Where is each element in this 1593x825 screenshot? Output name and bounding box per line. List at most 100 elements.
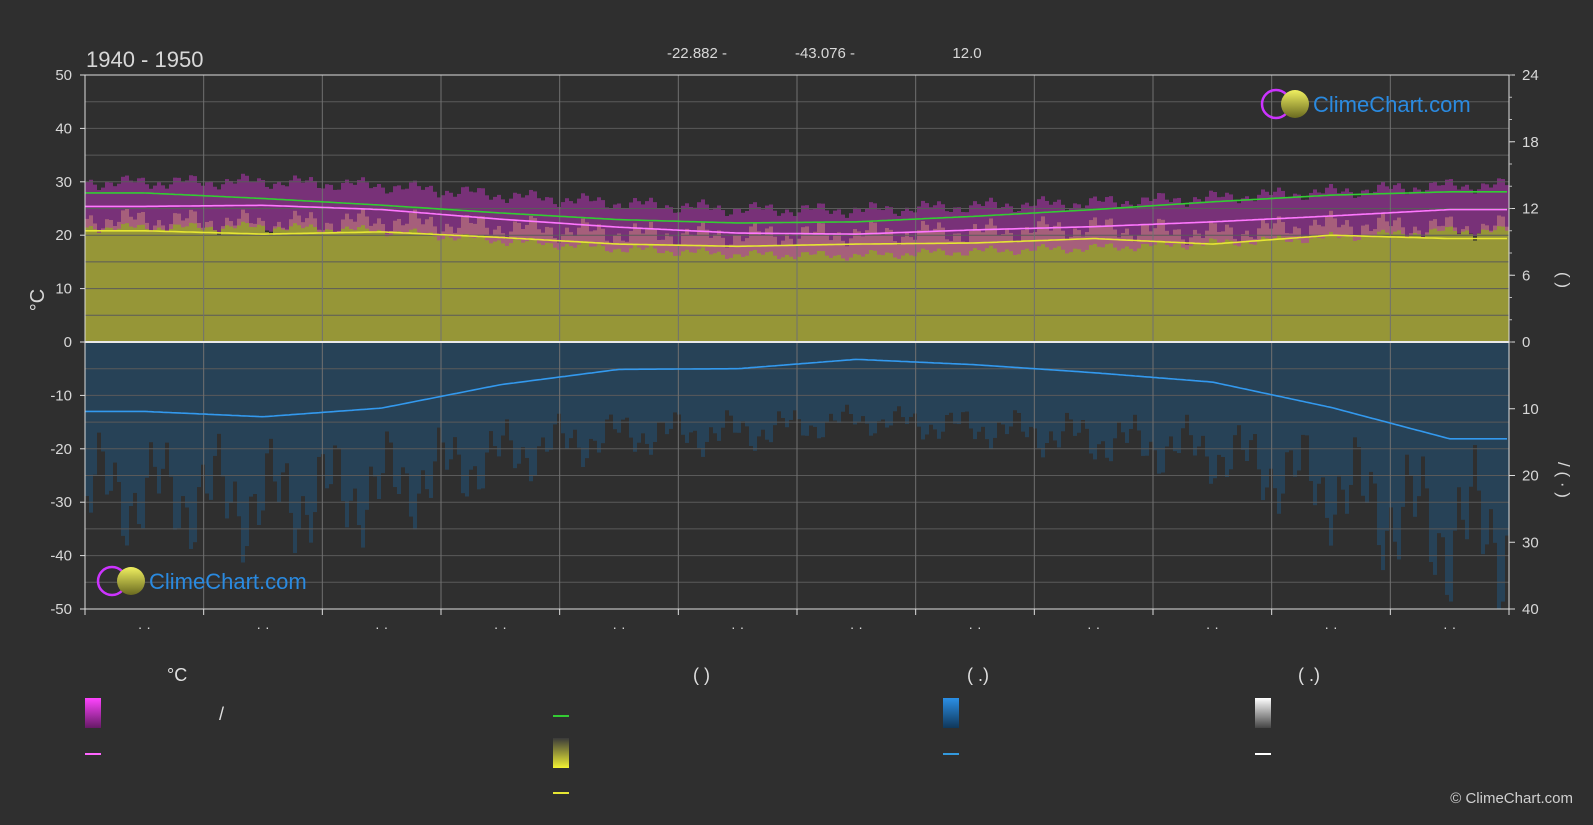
- precipitation-band: [1217, 342, 1221, 455]
- temperature-band: [609, 209, 613, 253]
- sunshine-band: [1209, 220, 1213, 342]
- precipitation-band: [1237, 342, 1241, 426]
- temperature-band: [913, 212, 917, 257]
- precipitation-band: [445, 342, 449, 470]
- temperature-band: [657, 208, 661, 254]
- temperature-band: [505, 202, 509, 246]
- sunshine-band: [1381, 213, 1385, 342]
- precipitation-band: [1221, 342, 1225, 457]
- sunshine-band: [85, 218, 89, 342]
- precipitation-band: [601, 342, 605, 444]
- precipitation-band: [389, 342, 393, 443]
- sunshine-band: [717, 230, 721, 342]
- temperature-band: [1037, 199, 1041, 247]
- sunshine-band: [1001, 234, 1005, 342]
- temperature-band: [353, 184, 357, 231]
- temperature-band: [1225, 192, 1229, 240]
- sunshine-band: [429, 216, 433, 342]
- precipitation-band: [1293, 342, 1297, 477]
- sunshine-band: [589, 231, 593, 342]
- sunshine-band: [829, 240, 833, 342]
- precipitation-band: [769, 342, 773, 443]
- sunshine-band: [1273, 223, 1277, 342]
- temperature-band: [1353, 197, 1357, 241]
- temperature-band: [501, 199, 505, 244]
- sunshine-band: [425, 219, 429, 342]
- temperature-band: [857, 209, 861, 255]
- temperature-band: [1413, 187, 1417, 233]
- temperature-band: [1133, 208, 1137, 252]
- sunshine-band: [705, 229, 709, 342]
- precipitation-band: [345, 342, 349, 528]
- sunshine-band: [1377, 217, 1381, 342]
- temperature-band: [193, 176, 197, 224]
- sunshine-band: [1457, 234, 1461, 342]
- temperature-band: [1425, 190, 1429, 235]
- temperature-band: [769, 204, 773, 252]
- temperature-band: [1173, 198, 1177, 245]
- temperature-band: [293, 175, 297, 224]
- precipitation-band: [209, 342, 213, 500]
- temperature-band: [925, 203, 929, 250]
- month-label: · ·: [1087, 619, 1100, 635]
- sunshine-band: [621, 240, 625, 342]
- precipitation-band: [485, 342, 489, 453]
- precipitation-band: [269, 342, 273, 439]
- sunshine-band: [417, 218, 421, 342]
- sunshine-band: [937, 222, 941, 342]
- precipitation-band: [613, 342, 617, 430]
- temperature-band: [901, 210, 905, 256]
- precipitation-band: [821, 342, 825, 438]
- sunshine-band: [457, 227, 461, 342]
- sunshine-band: [497, 225, 501, 342]
- sunshine-band: [309, 212, 313, 342]
- temperature-band: [1249, 200, 1253, 245]
- precipitation-band: [897, 342, 901, 407]
- temperature-band: [589, 201, 593, 247]
- sunshine-band: [1345, 220, 1349, 342]
- precipitation-band: [109, 342, 113, 491]
- sunshine-band: [545, 226, 549, 342]
- sunshine-band: [541, 232, 545, 342]
- chart-title: 1940 - 1950: [86, 47, 203, 72]
- sunshine-band: [101, 228, 105, 342]
- precipitation-band: [441, 342, 445, 443]
- temperature-band: [281, 185, 285, 230]
- precipitation-band: [525, 342, 529, 458]
- precipitation-band: [1461, 342, 1465, 520]
- brand-logo-bottom: ClimeChart.com: [96, 565, 307, 597]
- sunshine-band: [1425, 232, 1429, 342]
- sunshine-band: [237, 218, 241, 342]
- precipitation-band: [641, 342, 645, 434]
- precipitation-band: [689, 342, 693, 433]
- sunshine-band: [329, 223, 333, 342]
- sunshine-band: [1013, 242, 1017, 342]
- temperature-band: [297, 178, 301, 226]
- sunshine-band: [1089, 220, 1093, 342]
- elevation-label: 12.0: [952, 45, 981, 62]
- precipitation-band: [1089, 342, 1093, 454]
- temperature-band: [981, 206, 985, 252]
- sunshine-band: [1329, 210, 1333, 342]
- sunshine-band: [1461, 229, 1465, 342]
- precipitation-band: [313, 342, 317, 513]
- temperature-band: [141, 177, 145, 225]
- sunshine-band: [517, 222, 521, 342]
- grid-lines: [85, 74, 1509, 610]
- temperature-band: [1117, 206, 1121, 251]
- precipitation-band: [329, 342, 333, 485]
- sunshine-band: [1477, 233, 1481, 342]
- sunshine-band: [1245, 230, 1249, 342]
- temperature-band: [437, 197, 441, 241]
- precipitation-band: [1353, 342, 1357, 438]
- precipitation-band: [1409, 342, 1413, 477]
- sunshine-band: [857, 231, 861, 342]
- precipitation-band: [353, 342, 357, 489]
- temperature-band: [1109, 196, 1113, 244]
- sunshine-band: [889, 229, 893, 342]
- precipitation-band: [1501, 342, 1505, 602]
- precipitation-band: [385, 342, 389, 432]
- temperature-band: [453, 196, 457, 241]
- sunshine-band: [369, 225, 373, 342]
- precipitation-band: [233, 342, 237, 482]
